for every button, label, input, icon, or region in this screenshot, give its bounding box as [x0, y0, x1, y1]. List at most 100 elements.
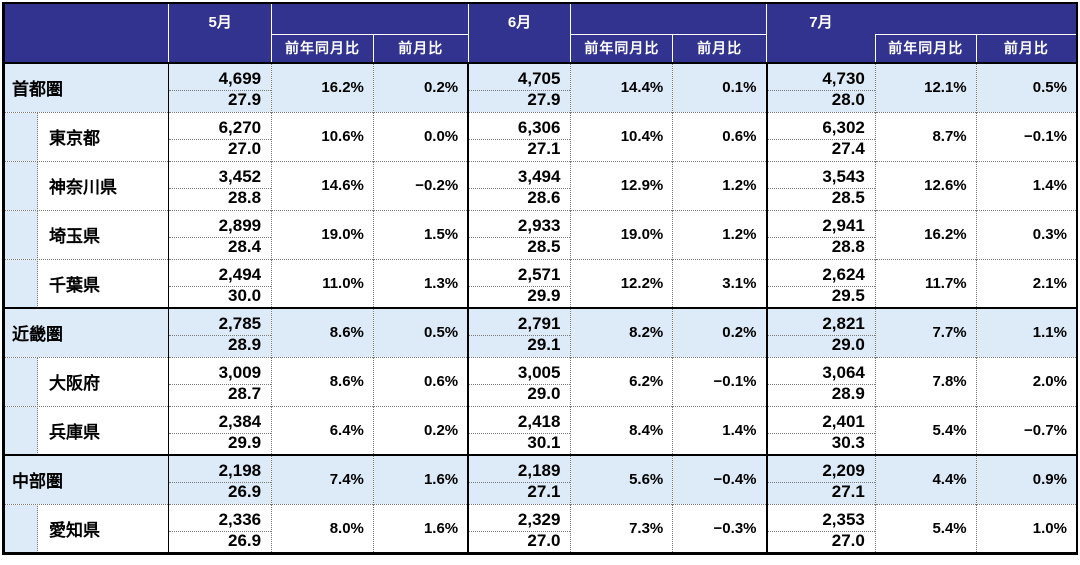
month-header-june: 6月 — [467, 3, 571, 64]
row-label: 埼玉県 — [49, 227, 100, 246]
value-cell-june: 2,189 27.1 — [467, 454, 572, 504]
yoy-cell-june: 14.4% — [570, 62, 674, 112]
yoy-cell-may: 10.6% — [271, 111, 374, 161]
value-primary: 2,329 — [470, 505, 570, 532]
mom-cell-july: 1.0% — [976, 503, 1078, 553]
row-label: 兵庫県 — [49, 422, 100, 442]
value-primary: 3,005 — [470, 358, 570, 385]
value-cell-june: 3,005 29.0 — [467, 356, 572, 406]
value-cell-may: 2,494 30.0 — [168, 258, 273, 308]
yoy-header: 前年同月比 — [570, 34, 673, 64]
mom-cell-may: 0.0% — [373, 111, 469, 161]
yoy-cell-july: 16.2% — [875, 209, 977, 259]
indent-strip — [5, 211, 38, 259]
mom-cell-june: 1.2% — [672, 209, 767, 259]
value-primary: 4,705 — [470, 65, 570, 91]
mom-cell-may: 1.6% — [373, 454, 469, 504]
indent-strip — [5, 260, 38, 308]
value-secondary: 29.1 — [527, 335, 561, 354]
indent-strip — [5, 162, 38, 210]
value-primary: 4,699 — [169, 65, 271, 91]
mom-cell-may: 0.6% — [373, 356, 469, 406]
value-cell-july: 2,353 27.0 — [765, 503, 876, 553]
value-primary: 2,401 — [768, 407, 875, 434]
value-secondary: 28.0 — [831, 90, 865, 109]
value-primary: 2,785 — [169, 310, 271, 336]
value-primary: 2,494 — [169, 260, 271, 287]
row-label-cell: 兵庫県 — [3, 405, 170, 455]
value-cell-july: 4,730 28.0 — [765, 62, 876, 112]
regional-monthly-stats-table: 5月 6月 7月 前年同月比 前月比 前年同月比 前月比 前年同月比 前月比 首… — [2, 2, 1078, 555]
value-cell-june: 2,791 29.1 — [467, 307, 572, 357]
value-primary: 3,494 — [470, 162, 570, 189]
value-cell-july: 3,543 28.5 — [765, 160, 876, 210]
value-primary: 2,821 — [768, 310, 875, 336]
value-primary: 3,543 — [768, 162, 875, 189]
indent-strip — [5, 505, 38, 553]
value-secondary: 29.9 — [527, 285, 561, 305]
value-cell-may: 2,899 28.4 — [168, 209, 273, 259]
value-secondary: 27.4 — [831, 138, 865, 158]
value-primary: 2,899 — [169, 211, 271, 238]
value-cell-may: 2,785 28.9 — [168, 307, 273, 357]
value-primary: 2,336 — [169, 505, 271, 532]
row-label-cell: 大阪府 — [3, 356, 170, 406]
value-primary: 6,306 — [470, 113, 570, 140]
yoy-header: 前年同月比 — [874, 34, 977, 64]
table-row: 中部圏 2,198 26.9 7.4% 1.6% 2,189 27.1 5.6%… — [3, 454, 1078, 504]
row-label-cell: 近畿圏 — [3, 307, 170, 357]
value-secondary: 27.1 — [527, 138, 561, 158]
value-cell-june: 2,329 27.0 — [467, 503, 572, 553]
value-cell-may: 3,452 28.8 — [168, 160, 273, 210]
table-row: 埼玉県 2,899 28.4 19.0% 1.5% 2,933 28.5 19.… — [3, 209, 1078, 259]
mom-cell-july: 2.0% — [976, 356, 1078, 406]
row-label: 愛知県 — [49, 520, 100, 540]
mom-cell-june: 0.6% — [672, 111, 767, 161]
yoy-cell-june: 6.2% — [570, 356, 674, 406]
yoy-cell-may: 8.0% — [271, 503, 374, 553]
mom-cell-july: −0.7% — [976, 405, 1078, 455]
value-cell-july: 3,064 28.9 — [765, 356, 876, 406]
value-cell-june: 2,571 29.9 — [467, 258, 572, 308]
yoy-cell-july: 12.6% — [875, 160, 977, 210]
yoy-cell-june: 5.6% — [570, 454, 674, 504]
mom-header: 前月比 — [975, 34, 1077, 64]
value-secondary: 28.7 — [228, 383, 262, 403]
value-cell-june: 2,933 28.5 — [467, 209, 572, 259]
value-secondary: 28.8 — [831, 236, 865, 256]
mom-cell-july: 0.3% — [976, 209, 1078, 259]
value-primary: 2,791 — [470, 310, 570, 336]
row-label-cell: 首都圏 — [3, 62, 170, 112]
row-label: 中部圏 — [12, 472, 63, 492]
value-primary: 2,571 — [470, 260, 570, 287]
value-cell-may: 2,336 26.9 — [168, 503, 273, 553]
value-secondary: 27.0 — [831, 530, 865, 550]
mom-cell-may: 0.2% — [373, 62, 469, 112]
yoy-cell-may: 19.0% — [271, 209, 374, 259]
mom-cell-june: −0.3% — [672, 503, 767, 553]
value-cell-may: 2,384 29.9 — [168, 405, 273, 455]
value-secondary: 28.6 — [527, 187, 561, 207]
value-secondary: 26.9 — [228, 530, 262, 550]
table-row: 大阪府 3,009 28.7 8.6% 0.6% 3,005 29.0 6.2%… — [3, 356, 1078, 406]
indent-strip — [5, 407, 38, 455]
table-row: 首都圏 4,699 27.9 16.2% 0.2% 4,705 27.9 14.… — [3, 62, 1078, 112]
mom-header: 前月比 — [672, 34, 767, 64]
value-cell-july: 2,821 29.0 — [765, 307, 876, 357]
value-secondary: 28.4 — [228, 236, 262, 256]
mom-cell-may: 1.6% — [373, 503, 469, 553]
value-cell-may: 6,270 27.0 — [168, 111, 273, 161]
value-primary: 2,198 — [169, 457, 271, 483]
value-cell-july: 2,624 29.5 — [765, 258, 876, 308]
yoy-cell-may: 8.6% — [271, 356, 374, 406]
mom-cell-may: 0.5% — [373, 307, 469, 357]
value-primary: 2,933 — [470, 211, 570, 238]
value-cell-may: 4,699 27.9 — [168, 62, 273, 112]
yoy-cell-june: 7.3% — [570, 503, 674, 553]
table-row: 神奈川県 3,452 28.8 14.6% −0.2% 3,494 28.6 1… — [3, 160, 1078, 210]
table-header: 5月 6月 7月 前年同月比 前月比 前年同月比 前月比 前年同月比 前月比 — [3, 3, 1077, 64]
value-primary: 3,009 — [169, 358, 271, 385]
yoy-cell-may: 11.0% — [271, 258, 374, 308]
mom-cell-june: 0.1% — [672, 62, 767, 112]
row-label: 神奈川県 — [49, 178, 117, 197]
